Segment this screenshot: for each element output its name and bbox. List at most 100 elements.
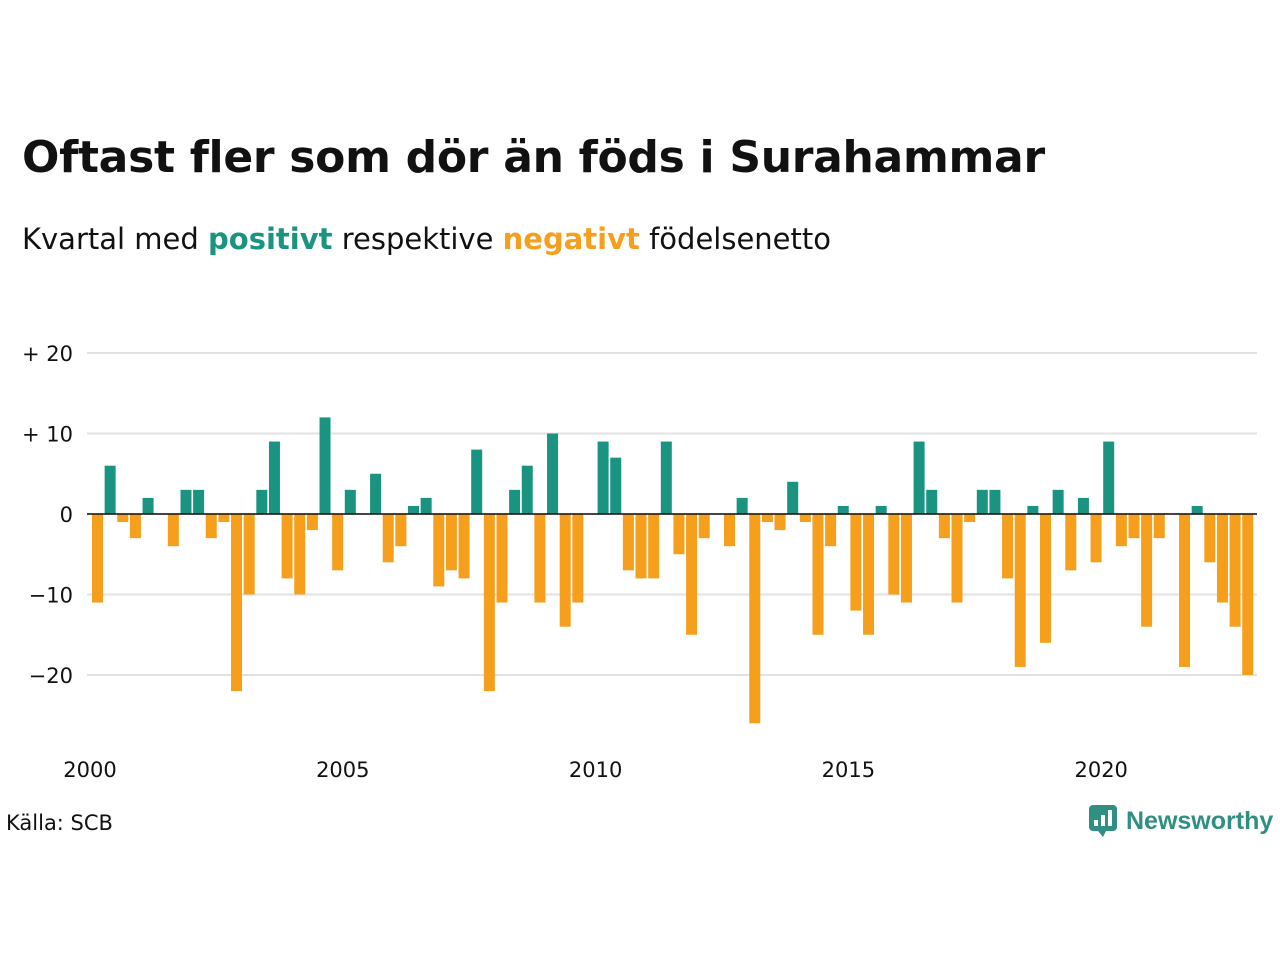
bar xyxy=(408,505,419,514)
bar xyxy=(344,489,356,514)
subtitle-suffix: födelsenetto xyxy=(639,222,831,256)
bar xyxy=(913,441,925,514)
y-tick-label: −20 xyxy=(29,664,73,688)
bar xyxy=(648,514,660,579)
bar xyxy=(1229,514,1241,627)
bar xyxy=(521,465,533,514)
bar xyxy=(951,514,963,603)
bar xyxy=(774,514,786,531)
bar xyxy=(976,489,988,514)
bar xyxy=(1077,497,1089,514)
bar xyxy=(1014,514,1026,667)
bar xyxy=(1052,489,1064,514)
bar xyxy=(306,514,318,531)
bar xyxy=(673,514,685,555)
bar xyxy=(496,514,508,603)
bar xyxy=(610,457,622,514)
x-tick-label: 2000 xyxy=(63,758,116,782)
y-tick-label: + 10 xyxy=(22,423,73,447)
brand-logo: Newsworthy xyxy=(1088,804,1273,838)
bar xyxy=(1090,514,1102,563)
bar xyxy=(1153,514,1165,539)
bar xyxy=(420,497,432,514)
bar xyxy=(749,514,761,724)
brand-name: Newsworthy xyxy=(1126,806,1274,835)
bar xyxy=(698,514,710,539)
bar xyxy=(850,514,862,611)
bar xyxy=(1179,514,1191,667)
bar xyxy=(812,514,824,635)
bar xyxy=(724,514,735,547)
bar xyxy=(900,514,912,603)
bar xyxy=(1002,514,1014,579)
bar xyxy=(547,433,559,514)
bar xyxy=(572,514,584,603)
bar xyxy=(1128,514,1140,539)
bar xyxy=(129,514,141,539)
bar xyxy=(142,497,154,514)
bar xyxy=(256,489,268,514)
bar xyxy=(534,514,546,603)
bar xyxy=(117,514,129,523)
bar xyxy=(989,489,1001,514)
bar xyxy=(433,514,445,587)
bar xyxy=(761,514,773,523)
axes: + 20 + 10 0 −10 −20 2000 2005 2010 2015 2020 xyxy=(22,342,1257,782)
bar xyxy=(395,514,407,547)
bar-chart: + 20 + 10 0 −10 −20 2000 2005 2010 2015 2020 xyxy=(22,342,1257,782)
bar xyxy=(281,514,293,579)
source-note: Källa: SCB xyxy=(6,811,113,835)
bar xyxy=(1103,441,1115,514)
bar xyxy=(167,514,179,547)
bar xyxy=(787,481,799,514)
chart-subtitle: Kvartal med positivt respektive negativt… xyxy=(22,222,831,256)
x-tick-label: 2015 xyxy=(822,758,875,782)
bar xyxy=(218,514,230,523)
bar xyxy=(319,417,331,514)
chart-title: Oftast fler som dör än föds i Surahammar xyxy=(22,132,1045,183)
y-tick-label: 0 xyxy=(60,503,73,527)
bar xyxy=(825,514,837,547)
bar xyxy=(92,514,103,603)
bar xyxy=(332,514,344,571)
bar xyxy=(1115,514,1127,547)
bar xyxy=(622,514,634,571)
bar xyxy=(1242,514,1254,675)
x-tick-label: 2005 xyxy=(316,758,369,782)
bar xyxy=(799,514,811,523)
bar xyxy=(888,514,900,595)
bar xyxy=(1216,514,1228,603)
y-tick-label: + 20 xyxy=(22,342,73,366)
subtitle-positive-word: positivt xyxy=(208,222,333,256)
bar xyxy=(382,514,394,563)
subtitle-negative-word: negativt xyxy=(502,222,640,256)
newsworthy-logo-icon xyxy=(1089,805,1117,837)
bar xyxy=(1141,514,1153,627)
bar xyxy=(243,514,255,595)
bar xyxy=(1191,505,1203,514)
bar xyxy=(736,497,748,514)
bar xyxy=(458,514,470,579)
x-tick-label: 2010 xyxy=(569,758,622,782)
bar xyxy=(445,514,457,571)
subtitle-middle: respektive xyxy=(332,222,503,256)
bar xyxy=(938,514,950,539)
bars xyxy=(92,417,1254,724)
bar xyxy=(1040,514,1051,643)
x-tick-label: 2020 xyxy=(1074,758,1127,782)
bar xyxy=(863,514,875,635)
bar xyxy=(1027,505,1039,514)
bar xyxy=(875,505,887,514)
bar xyxy=(104,465,116,514)
bar xyxy=(635,514,647,579)
bar xyxy=(837,505,849,514)
bar xyxy=(926,489,938,514)
bar xyxy=(205,514,217,539)
bar xyxy=(509,489,521,514)
bar xyxy=(370,473,382,514)
bar xyxy=(964,514,976,523)
bar xyxy=(231,514,243,692)
bar xyxy=(268,441,280,514)
bar xyxy=(483,514,495,692)
bar xyxy=(597,441,609,514)
